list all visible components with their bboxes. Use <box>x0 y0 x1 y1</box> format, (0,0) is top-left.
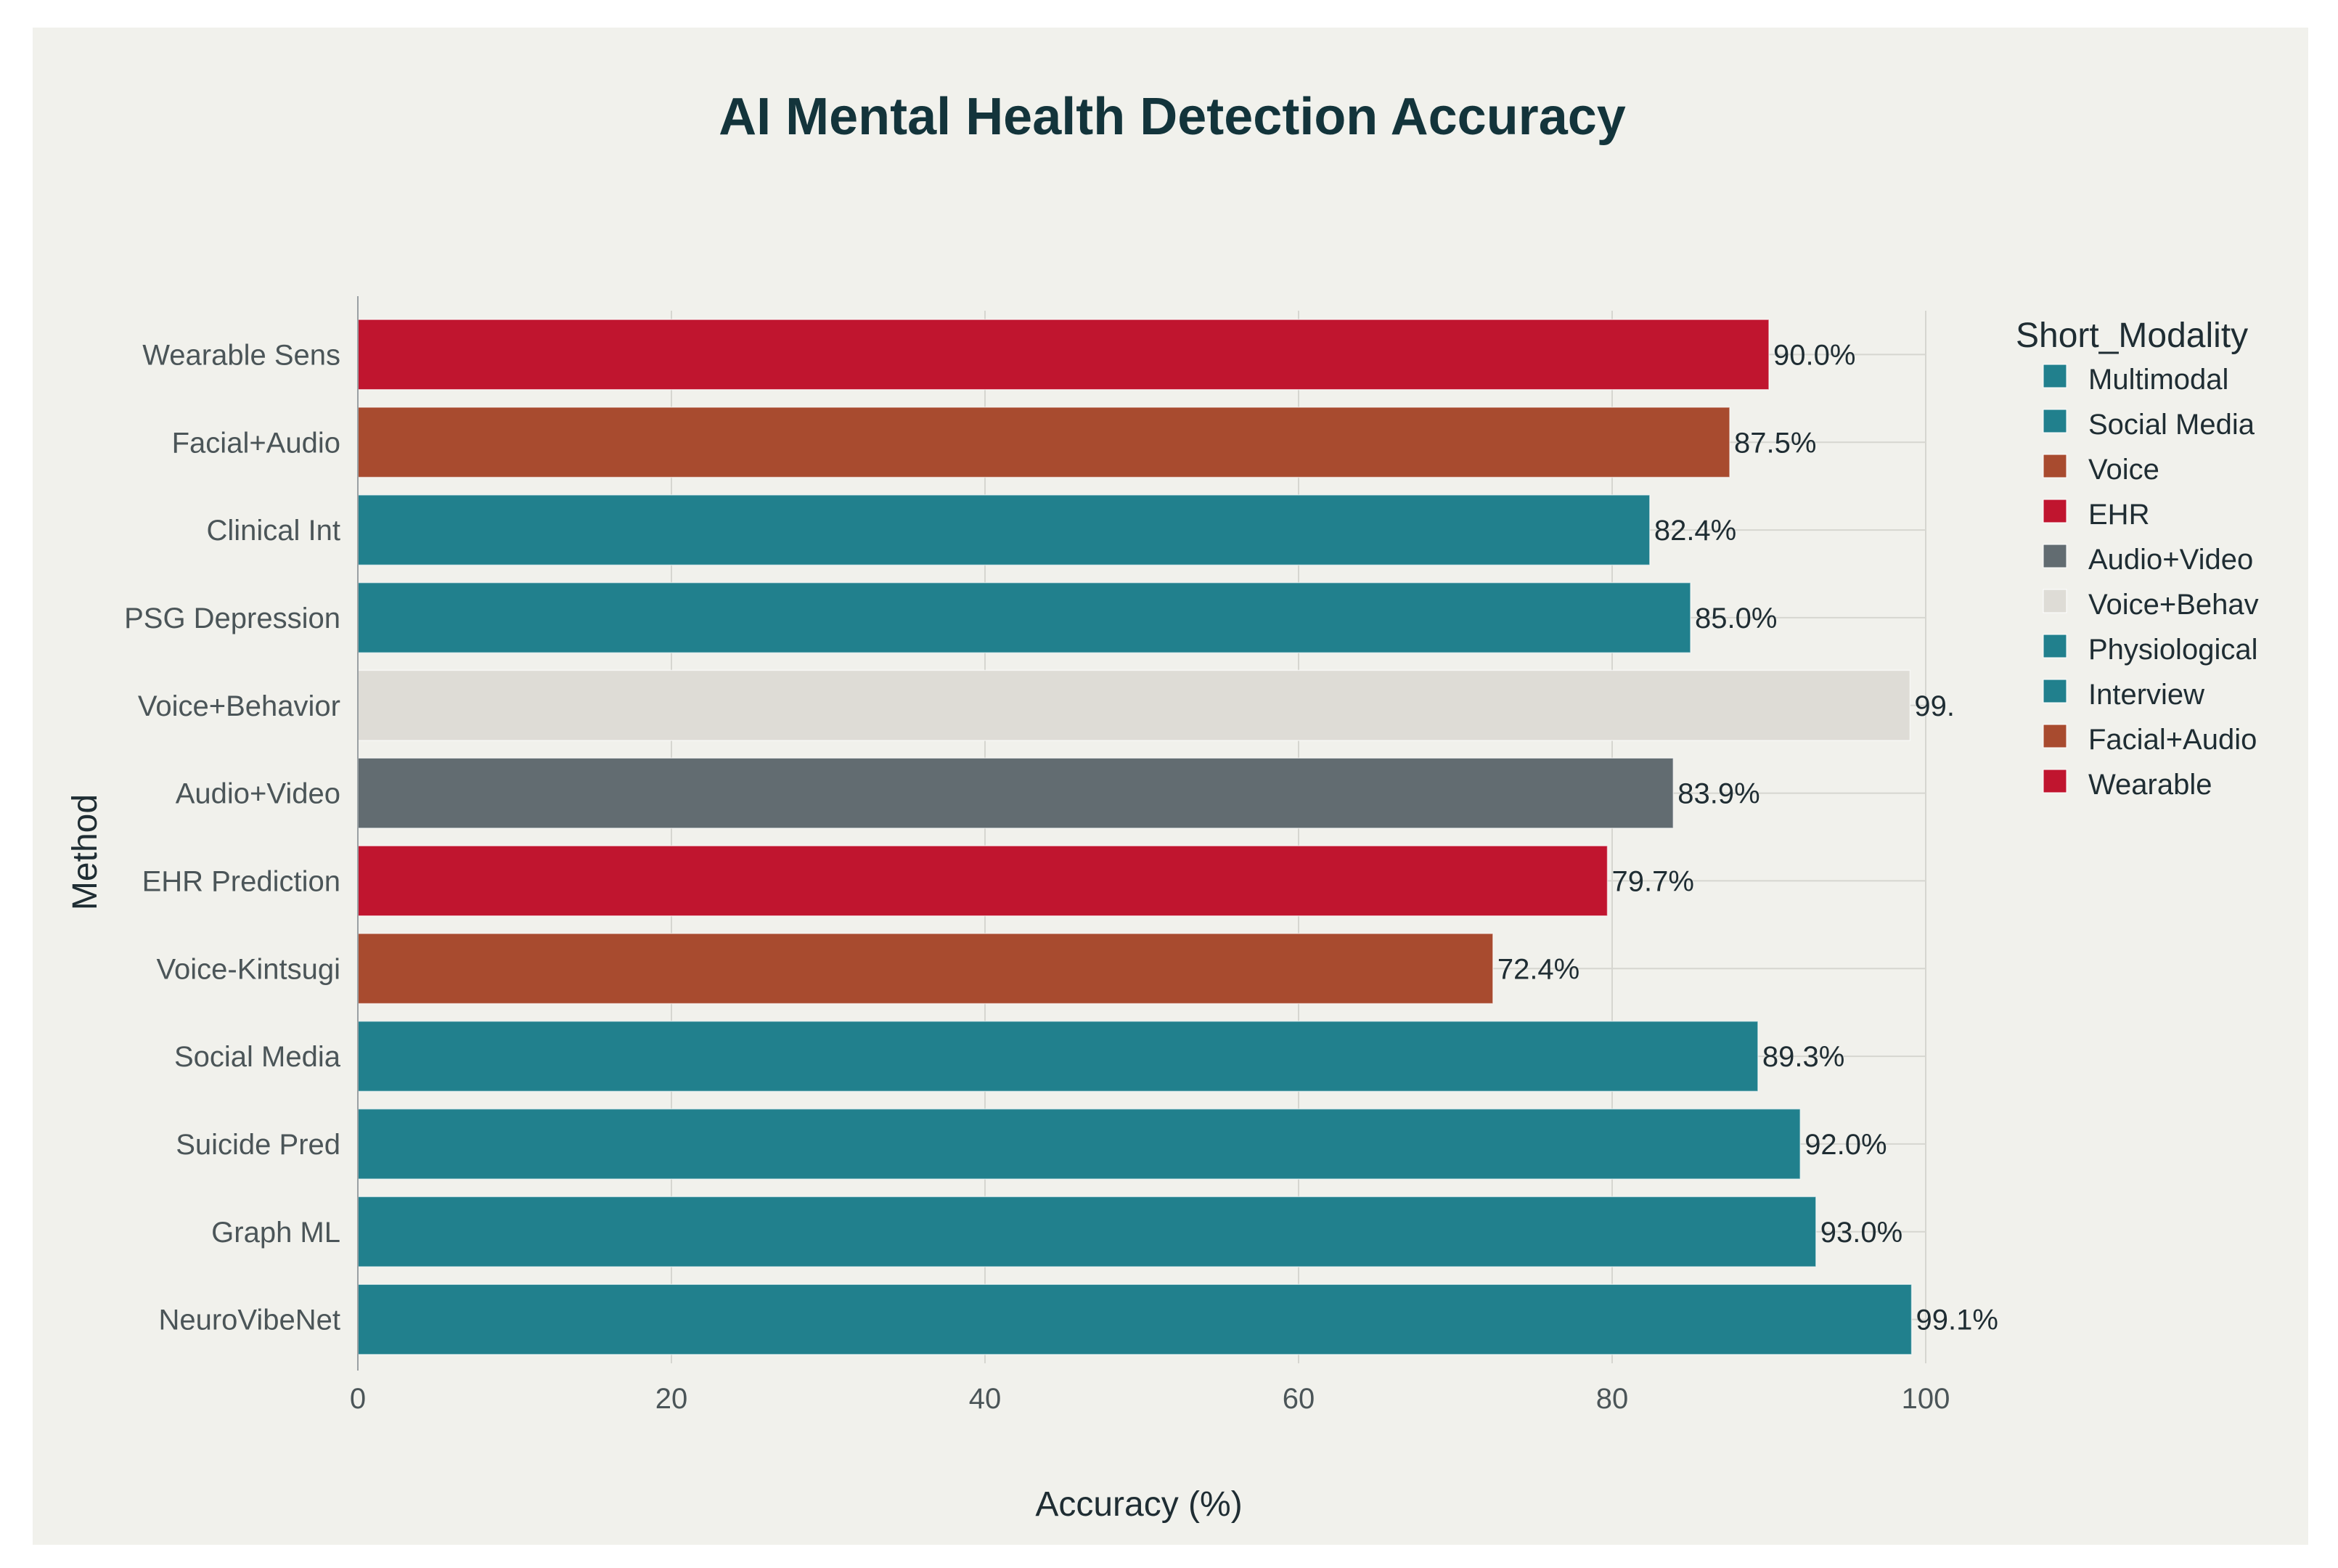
bars-layer: Wearable Sens 90.0% Facial+Audio 87.5% Clini… <box>124 296 1998 1371</box>
bar <box>357 1283 1913 1355</box>
legend-label: Multimodal <box>2088 364 2228 396</box>
y-category-label: Suicide Pred <box>176 1129 340 1161</box>
y-category-label: Wearable Sens <box>142 339 340 371</box>
chart-svg: AI Mental Health Detection Accuracy Wear… <box>66 88 2259 1524</box>
bar <box>357 1196 1817 1267</box>
bar <box>357 494 1651 566</box>
legend-swatch <box>2043 544 2067 568</box>
y-category-label: Clinical Int <box>206 515 340 547</box>
chart-panel: AI Mental Health Detection Accuracy Wear… <box>33 28 2308 1545</box>
bar-value-label: 85.0% <box>1695 603 1777 634</box>
legend-swatch <box>2043 454 2067 478</box>
bar <box>357 845 1609 917</box>
legend-label: Facial+Audio <box>2088 724 2257 756</box>
y-category-label: Social Media <box>174 1041 341 1073</box>
x-tick-label: 80 <box>1596 1383 1629 1415</box>
bar-value-label: 83.9% <box>1677 778 1759 810</box>
x-tick-label: 20 <box>655 1383 688 1415</box>
y-category-label: Voice+Behavior <box>138 690 340 722</box>
x-axis-title: Accuracy (%) <box>1035 1485 1242 1524</box>
legend-swatch <box>2043 634 2067 658</box>
y-category-label: PSG Depression <box>124 603 340 634</box>
y-category-label: Facial+Audio <box>172 427 340 459</box>
y-category-label: NeuroVibeNet <box>158 1304 340 1336</box>
legend-label: EHR <box>2088 499 2149 531</box>
legend-swatch <box>2043 724 2067 748</box>
bar <box>357 581 1691 653</box>
legend-swatch <box>2043 499 2067 523</box>
bar <box>357 319 1770 391</box>
legend-label: Voice+Behav <box>2088 589 2259 621</box>
legend-swatch <box>2043 679 2067 703</box>
x-tick-label: 40 <box>969 1383 1002 1415</box>
legend-label: Social Media <box>2088 409 2255 441</box>
bar <box>357 933 1494 1005</box>
legend-title: Short_Modality <box>2016 317 2248 355</box>
bar <box>357 757 1674 829</box>
legend-label: Audio+Video <box>2088 544 2253 576</box>
bar-value-label: 79.7% <box>1612 865 1694 897</box>
legend: Short_Modality Multimodal Social Media Voi… <box>2016 317 2259 801</box>
bar-value-label: 89.3% <box>1762 1041 1844 1073</box>
y-axis-title: Method <box>66 794 105 910</box>
bar-value-label: 92.0% <box>1804 1129 1887 1161</box>
y-category-label: EHR Prediction <box>142 865 340 897</box>
y-category-label: Voice-Kintsugi <box>157 953 340 985</box>
bar-value-label: 93.0% <box>1820 1217 1902 1249</box>
bar-value-label: 82.4% <box>1654 515 1736 547</box>
legend-swatch <box>2043 364 2067 388</box>
legend-label: Interview <box>2088 679 2204 711</box>
y-category-label: Audio+Video <box>176 778 340 810</box>
legend-items: Multimodal Social Media Voice EHR Audio+Vide… <box>2043 364 2259 801</box>
bar <box>357 669 1911 741</box>
legend-label: Voice <box>2088 454 2159 486</box>
bar-value-label: 90.0% <box>1773 339 1855 371</box>
bar-value-label: 99. <box>1914 690 1955 722</box>
bar <box>357 407 1730 478</box>
legend-label: Physiological <box>2088 634 2257 666</box>
legend-swatch <box>2043 589 2067 613</box>
bar-value-label: 87.5% <box>1734 427 1816 459</box>
x-tick-label: 100 <box>1902 1383 1950 1415</box>
legend-swatch <box>2043 409 2067 433</box>
bar-value-label: 72.4% <box>1497 953 1579 985</box>
x-ticks: 0 20 40 60 80 100 <box>350 1383 1950 1415</box>
chart-title: AI Mental Health Detection Accuracy <box>719 88 1626 146</box>
legend-swatch <box>2043 769 2067 793</box>
y-category-label: Graph ML <box>211 1217 340 1249</box>
bar-value-label: 99.1% <box>1916 1304 1998 1336</box>
legend-label: Wearable <box>2088 769 2212 801</box>
bar <box>357 1108 1801 1180</box>
bar <box>357 1021 1759 1093</box>
x-tick-label: 60 <box>1283 1383 1315 1415</box>
x-tick-label: 0 <box>350 1383 366 1415</box>
